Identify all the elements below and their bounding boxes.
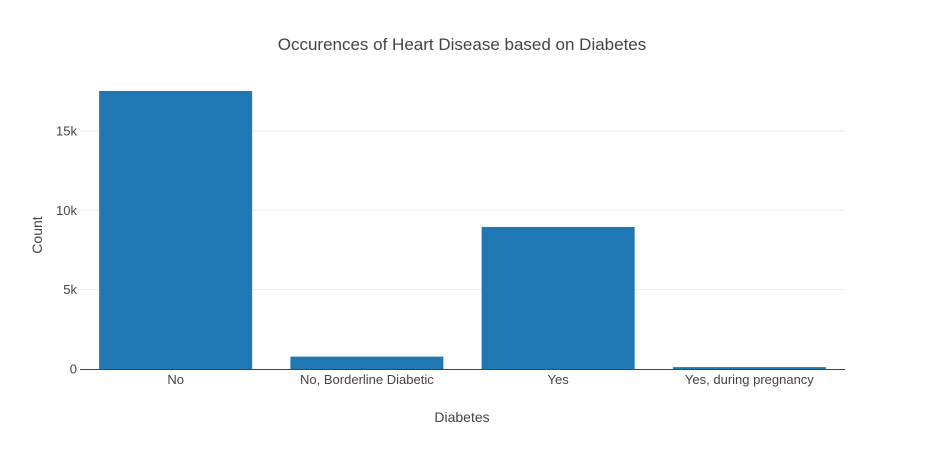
y-tick-label: 10k [56,203,77,218]
x-axis-title: Diabetes [434,409,489,425]
bar[interactable] [672,367,826,369]
bar[interactable] [481,226,635,369]
y-tick-label: 5k [63,282,77,297]
x-tick-label: Yes [548,372,570,387]
bar[interactable] [99,90,253,370]
y-tick-label: 15k [56,123,77,138]
chart-title: Occurences of Heart Disease based on Dia… [278,35,647,54]
y-tick-label: 0 [70,362,77,377]
bar[interactable] [290,356,444,369]
x-tick-label: No [167,372,184,387]
x-tick-label: No, Borderline Diabetic [300,372,434,387]
x-tick-label: Yes, during pregnancy [685,372,814,387]
bars [99,90,826,370]
y-axis-title: Count [29,216,45,253]
y-tick-labels: 0 5k 10k 15k [56,123,77,376]
x-tick-labels: No No, Borderline Diabetic Yes Yes, during … [167,372,814,387]
